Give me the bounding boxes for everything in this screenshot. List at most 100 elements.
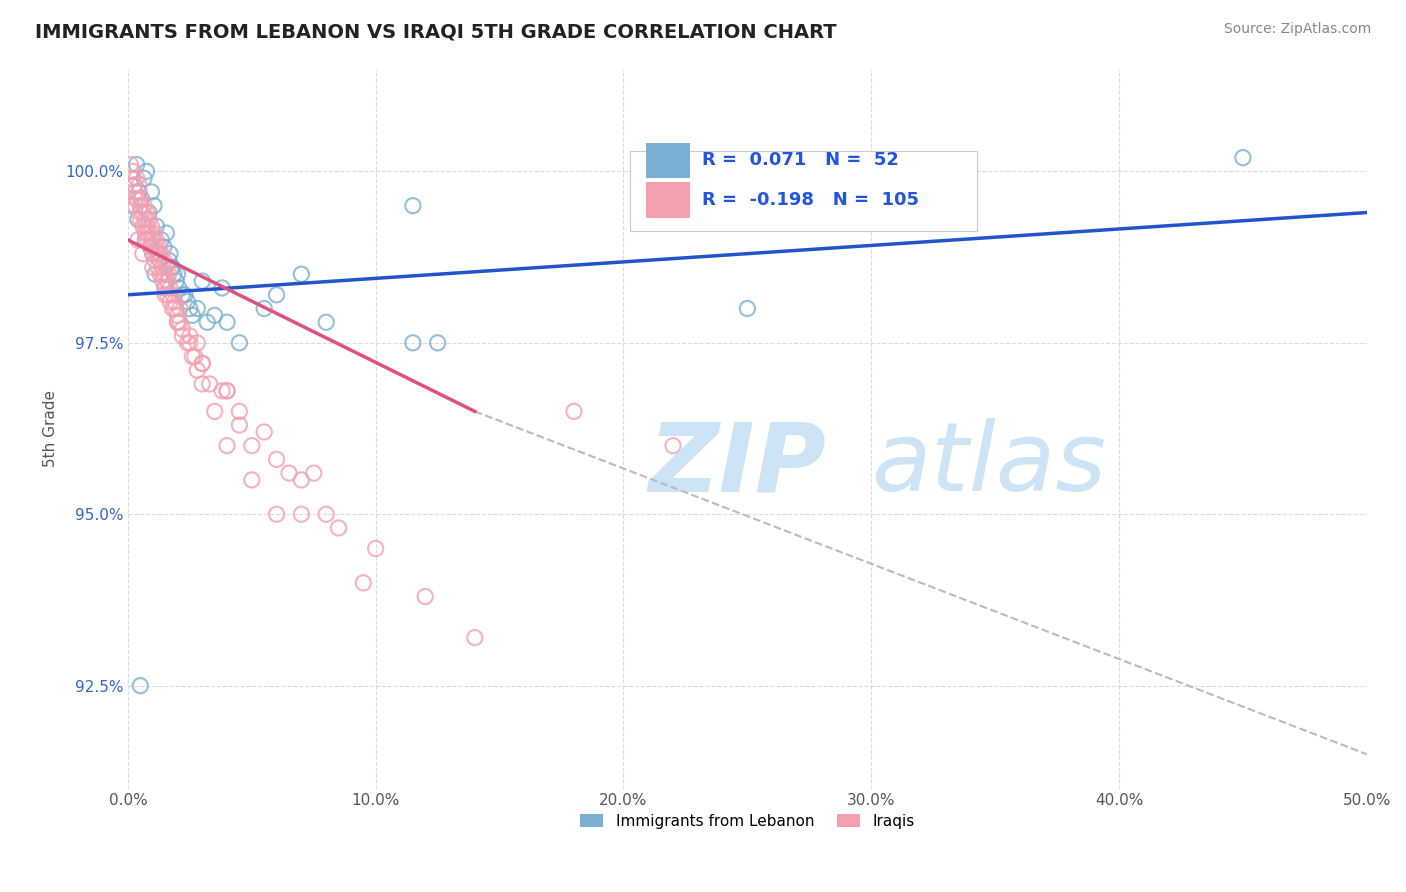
- Point: [195, 315, 218, 329]
- Point: [290, 267, 312, 281]
- Point: [128, 178, 150, 193]
- Point: [156, 274, 179, 288]
- Point: [134, 212, 156, 227]
- Point: [198, 376, 221, 391]
- Point: [162, 260, 184, 275]
- Point: [135, 164, 157, 178]
- Point: [150, 233, 173, 247]
- Point: [153, 281, 176, 295]
- Point: [402, 199, 425, 213]
- Point: [153, 240, 176, 254]
- Point: [132, 219, 155, 234]
- Point: [186, 301, 208, 316]
- Point: [562, 404, 585, 418]
- Point: [191, 376, 214, 391]
- Point: [152, 267, 174, 281]
- Point: [166, 315, 188, 329]
- Point: [315, 315, 337, 329]
- Point: [124, 192, 146, 206]
- Text: IMMIGRANTS FROM LEBANON VS IRAQI 5TH GRADE CORRELATION CHART: IMMIGRANTS FROM LEBANON VS IRAQI 5TH GRA…: [35, 22, 837, 41]
- Point: [172, 329, 194, 343]
- Point: [131, 192, 153, 206]
- Point: [184, 350, 207, 364]
- Point: [181, 350, 204, 364]
- Point: [160, 260, 183, 275]
- Point: [364, 541, 387, 556]
- Point: [179, 301, 201, 316]
- Point: [191, 356, 214, 370]
- Text: Source: ZipAtlas.com: Source: ZipAtlas.com: [1223, 22, 1371, 37]
- Point: [162, 288, 184, 302]
- Point: [176, 294, 198, 309]
- Point: [204, 404, 226, 418]
- Point: [165, 274, 187, 288]
- Point: [186, 363, 208, 377]
- Point: [135, 205, 157, 219]
- Point: [240, 439, 263, 453]
- Point: [266, 288, 288, 302]
- Point: [138, 205, 160, 219]
- Point: [153, 267, 176, 281]
- Point: [315, 507, 337, 521]
- Point: [266, 507, 288, 521]
- Point: [145, 233, 167, 247]
- Point: [159, 246, 181, 260]
- Point: [266, 452, 288, 467]
- Point: [129, 205, 152, 219]
- Point: [172, 322, 194, 336]
- Point: [153, 253, 176, 268]
- Point: [290, 473, 312, 487]
- Point: [166, 309, 188, 323]
- Point: [142, 260, 165, 275]
- Point: [253, 301, 276, 316]
- Point: [228, 335, 250, 350]
- Point: [155, 260, 177, 275]
- Point: [150, 246, 173, 260]
- FancyBboxPatch shape: [630, 152, 977, 230]
- Point: [134, 219, 156, 234]
- Point: [278, 466, 301, 480]
- Point: [141, 185, 163, 199]
- Point: [169, 301, 191, 316]
- Point: [121, 171, 143, 186]
- Point: [152, 260, 174, 275]
- Point: [215, 384, 238, 398]
- Point: [228, 418, 250, 433]
- Text: atlas: atlas: [872, 418, 1107, 511]
- Point: [156, 288, 179, 302]
- Point: [211, 281, 233, 295]
- FancyBboxPatch shape: [645, 182, 690, 218]
- Point: [302, 466, 325, 480]
- Point: [143, 267, 166, 281]
- Point: [186, 335, 208, 350]
- Point: [426, 335, 449, 350]
- Point: [132, 246, 155, 260]
- Point: [143, 240, 166, 254]
- Point: [122, 178, 145, 193]
- Point: [125, 171, 148, 186]
- Point: [215, 384, 238, 398]
- Point: [174, 288, 197, 302]
- Point: [204, 309, 226, 323]
- Point: [159, 281, 181, 295]
- Point: [138, 212, 160, 227]
- Point: [142, 199, 165, 213]
- Point: [156, 274, 179, 288]
- Point: [146, 246, 169, 260]
- Point: [139, 240, 162, 254]
- Point: [142, 246, 165, 260]
- Point: [166, 267, 188, 281]
- Point: [163, 267, 186, 281]
- Point: [139, 240, 162, 254]
- Point: [127, 212, 149, 227]
- Point: [129, 199, 152, 213]
- Point: [122, 178, 145, 193]
- Point: [352, 575, 374, 590]
- Point: [228, 404, 250, 418]
- Point: [142, 246, 165, 260]
- Point: [155, 226, 177, 240]
- Point: [166, 315, 188, 329]
- Point: [132, 199, 155, 213]
- Point: [149, 253, 172, 268]
- Point: [124, 199, 146, 213]
